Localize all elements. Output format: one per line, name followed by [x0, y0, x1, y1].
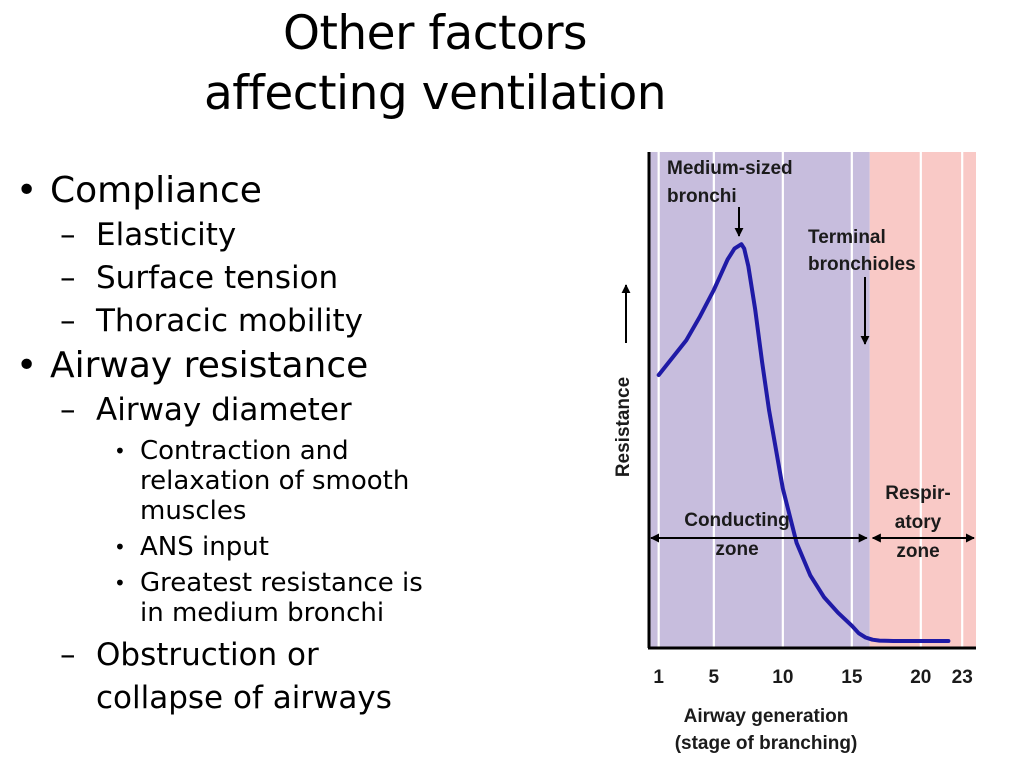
respiratory-zone-label-line-3: zone — [896, 541, 939, 562]
sub-bullet-line: collapse of airways — [96, 680, 392, 716]
conducting-zone-band — [649, 152, 870, 648]
detail-line: in medium bronchi — [140, 598, 385, 628]
bullet-dot-icon: • — [114, 439, 126, 463]
sub-bullet-label: Thoracic mobility — [96, 303, 364, 339]
x-axis-label: Airway generation — [684, 706, 849, 727]
x-tick-label: 15 — [841, 667, 863, 688]
x-tick-label: 5 — [709, 667, 720, 688]
medium-bronchi-annotation: Medium-sized — [667, 158, 793, 179]
title-line-1: Other factors — [282, 6, 588, 61]
sub-bullet-airway-diameter: – Airway diameter — [14, 389, 484, 432]
title-line-2: affecting ventilation — [203, 66, 667, 121]
slide-title: Other factors affecting ventilation — [0, 4, 870, 124]
detail-line: relaxation of smooth — [140, 466, 410, 496]
sub-bullet-surface-tension: – Surface tension — [14, 257, 484, 300]
terminal-bronchioles-annotation-line-2: bronchioles — [808, 254, 916, 275]
sub-bullet-elasticity: – Elasticity — [14, 214, 484, 257]
detail-ans-input: • ANS input — [14, 532, 484, 562]
resistance-curve — [656, 242, 951, 643]
respiratory-zone-label-line-2: atory — [895, 512, 942, 533]
sub-bullet-obstruction: – Obstruction or collapse of airways — [14, 634, 484, 720]
detail-smooth-muscle: • Contraction and relaxation of smooth m… — [14, 436, 484, 526]
respiratory-zone-label: Respir- — [885, 483, 950, 504]
dash-icon: – — [60, 217, 76, 253]
bullet-dot-icon: • — [16, 345, 38, 386]
bullet-compliance-label: Compliance — [50, 170, 262, 211]
dash-icon: – — [60, 637, 76, 673]
detail-line: Contraction and — [140, 436, 349, 466]
bullet-dot-icon: • — [114, 535, 126, 559]
dash-icon: – — [60, 392, 76, 428]
x-axis-label-line-2: (stage of branching) — [675, 733, 858, 754]
bullet-list: • Compliance – Elasticity – Surface tens… — [14, 168, 484, 720]
sub-bullet-label: Elasticity — [96, 217, 237, 253]
bullet-airway-resistance: • Airway resistance — [14, 343, 484, 389]
conducting-zone-label: Conducting — [684, 510, 790, 531]
x-tick-label: 20 — [910, 667, 931, 688]
terminal-bronchioles-annotation: Terminal — [808, 227, 886, 248]
dash-icon: – — [60, 303, 76, 339]
sub-bullet-thoracic-mobility: – Thoracic mobility — [14, 300, 484, 343]
x-tick-label: 10 — [772, 667, 793, 688]
bullet-dot-icon: • — [16, 170, 38, 211]
sub-bullet-label: Surface tension — [96, 260, 339, 296]
bullet-dot-icon: • — [114, 571, 126, 595]
bullet-compliance: • Compliance — [14, 168, 484, 214]
bullet-airway-resistance-label: Airway resistance — [50, 345, 369, 386]
x-tick-label: 23 — [952, 667, 973, 688]
sub-bullet-label: Airway diameter — [96, 392, 352, 428]
medium-bronchi-annotation-line-2: bronchi — [667, 186, 737, 207]
y-axis-label: Resistance — [613, 377, 634, 477]
detail-line: muscles — [140, 496, 247, 526]
detail-line: Greatest resistance is — [140, 568, 423, 598]
sub-bullet-line: Obstruction or — [96, 637, 319, 673]
detail-greatest-resistance: • Greatest resistance is in medium bronc… — [14, 568, 484, 628]
detail-line: ANS input — [140, 532, 269, 562]
respiratory-zone-band — [869, 152, 976, 648]
x-tick-label: 1 — [653, 667, 664, 688]
conducting-zone-label-line-2: zone — [715, 539, 758, 560]
dash-icon: – — [60, 260, 76, 296]
